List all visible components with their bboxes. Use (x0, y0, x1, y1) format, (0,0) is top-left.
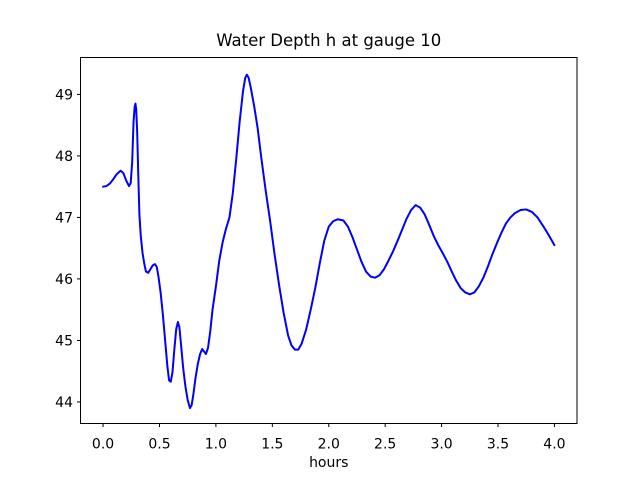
x-axis-label: hours (309, 455, 348, 471)
y-tick-label: 48 (55, 149, 73, 165)
x-tick-label: 3.0 (430, 437, 452, 453)
x-tick-label: 0.0 (92, 437, 114, 453)
y-tick-label: 49 (55, 87, 73, 103)
x-tick-label: 1.0 (205, 437, 227, 453)
y-tick-label: 44 (55, 395, 73, 411)
x-tick-label: 1.5 (261, 437, 283, 453)
x-tick-label: 2.5 (374, 437, 396, 453)
plot-area: 0.0 0.5 1.0 1.5 2.0 2.5 3.0 3.5 4.0 44 45 46 47 48 49 (55, 57, 578, 453)
data-line-water-depth-h (102, 73, 556, 410)
y-tick-label: 47 (55, 210, 73, 226)
y-tick-label: 45 (55, 333, 73, 349)
x-tick-label: 2.0 (318, 437, 340, 453)
x-tick-label: 4.0 (543, 437, 565, 453)
axes-frame (80, 57, 578, 424)
x-tick-label: 3.5 (487, 437, 509, 453)
y-tick-label: 46 (55, 272, 73, 288)
chart-title: Water Depth h at gauge 10 (216, 31, 441, 50)
x-tick-label: 0.5 (148, 437, 170, 453)
